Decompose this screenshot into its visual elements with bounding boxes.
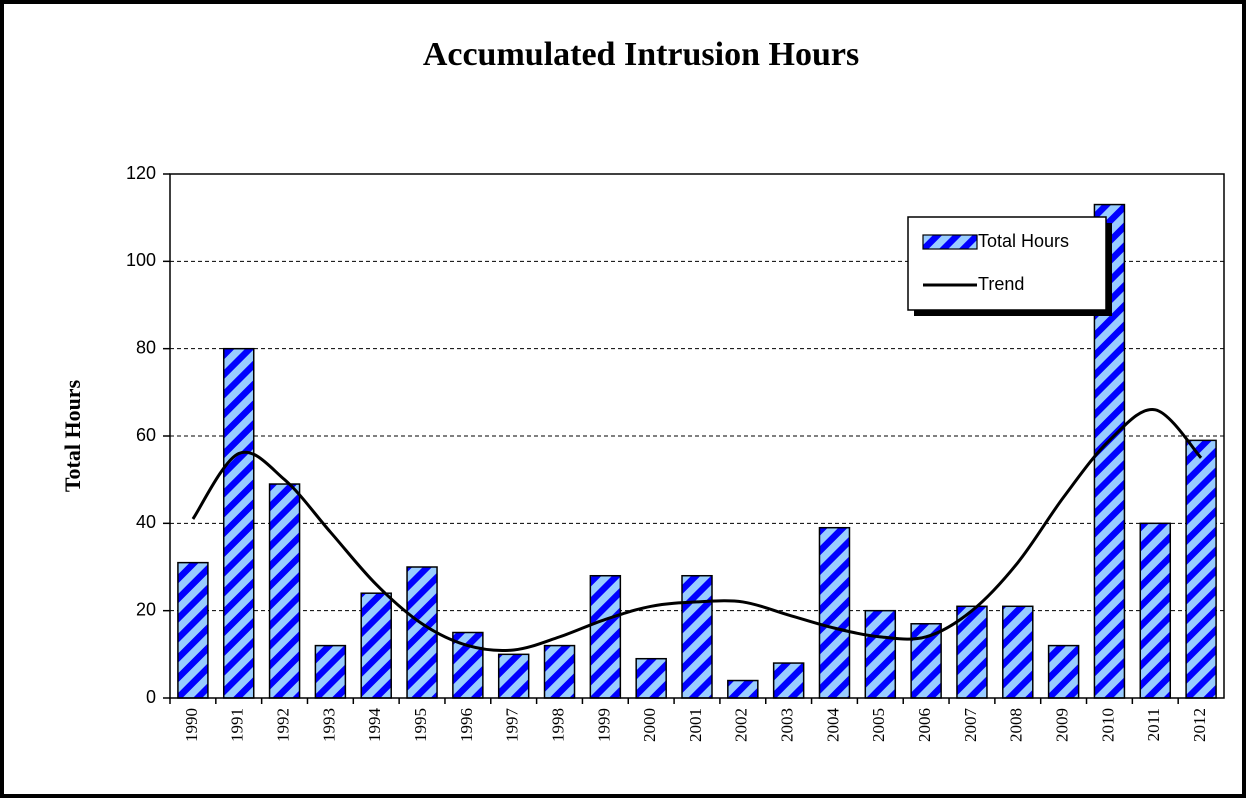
chart-title: Accumulated Intrusion Hours: [423, 36, 859, 73]
x-tick-label: 1994: [365, 708, 384, 743]
y-tick-label: 20: [136, 599, 156, 619]
x-tick-label: 2008: [1007, 708, 1026, 742]
x-tick-label: 1993: [319, 708, 338, 742]
bar: [543, 644, 576, 699]
bar: [1185, 439, 1217, 699]
x-tick-label: 2001: [686, 708, 705, 742]
x-tick-label: 2007: [961, 708, 980, 743]
x-tick-label: 2009: [1053, 708, 1072, 742]
x-tick-label: 2006: [915, 708, 934, 742]
x-tick-label: 1998: [548, 708, 567, 742]
y-axis-label: Total Hours: [60, 379, 85, 492]
bar: [910, 623, 942, 699]
x-tick-label: 1999: [594, 708, 613, 742]
x-tick-label: 2012: [1190, 708, 1209, 742]
bar: [177, 561, 209, 699]
y-tick-label: 100: [126, 250, 156, 270]
bar: [452, 631, 484, 699]
bar: [864, 609, 897, 699]
y-tick-label: 120: [126, 163, 156, 183]
x-tick-label: 2002: [732, 708, 751, 742]
bar: [1002, 605, 1034, 699]
x-tick-label: 2011: [1144, 708, 1163, 741]
bar: [314, 644, 347, 699]
x-tick-label: 2003: [778, 708, 797, 742]
y-tick-label: 80: [136, 337, 156, 357]
bar: [772, 662, 805, 699]
bar: [497, 653, 530, 699]
bar: [681, 574, 713, 699]
bar: [818, 526, 851, 699]
bar: [589, 574, 622, 699]
x-tick-label: 1991: [228, 708, 247, 742]
bar: [406, 566, 438, 699]
x-tick-label: 2010: [1098, 708, 1117, 742]
bar: [222, 347, 255, 699]
plot-border: [169, 173, 1225, 699]
legend-swatch: [922, 234, 978, 250]
x-tick-label: 1996: [457, 708, 476, 742]
x-tick-label: 1990: [182, 708, 201, 742]
legend: [907, 216, 1107, 311]
x-tick-label: 2005: [869, 708, 888, 742]
bar: [1139, 522, 1172, 699]
x-tick-label: 2004: [823, 708, 842, 743]
x-tick-label: 1992: [273, 708, 292, 742]
bar: [635, 657, 667, 699]
legend-label: Trend: [978, 274, 1024, 294]
bar: [268, 483, 301, 699]
legend-label: Total Hours: [978, 231, 1069, 251]
y-tick-label: 0: [146, 687, 156, 707]
y-tick-label: 40: [136, 512, 156, 532]
x-tick-label: 2000: [640, 708, 659, 742]
bar: [1047, 644, 1080, 699]
bar: [360, 592, 392, 699]
trend-line: [191, 408, 1203, 653]
bar: [727, 679, 759, 699]
x-tick-label: 1997: [503, 708, 522, 743]
y-tick-label: 60: [136, 425, 156, 445]
x-tick-label: 1995: [411, 708, 430, 742]
bar: [956, 605, 988, 699]
